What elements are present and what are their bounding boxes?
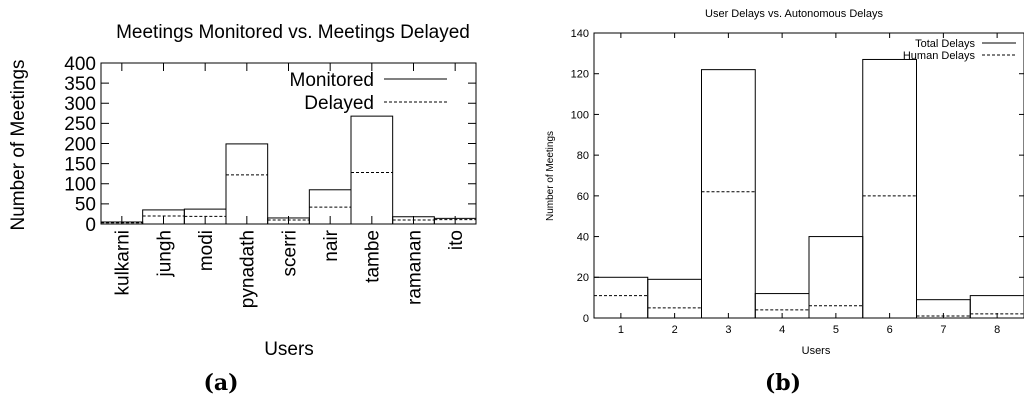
y-tick-label: 150 [64, 154, 96, 175]
x-tick-label-ito: ito [446, 230, 467, 250]
x-tick-label-8: 8 [994, 324, 1000, 336]
y-tick-label: 350 [64, 74, 96, 95]
y-tick-label: 100 [64, 175, 96, 196]
legend-label-total-delays: Total Delays [915, 38, 975, 50]
y-tick-label: 400 [64, 54, 96, 75]
x-tick-label-modi: modi [196, 230, 217, 271]
x-tick-label-pynadath: pynadath [238, 230, 259, 308]
bar-monitored-tambe [350, 115, 394, 225]
legend-label-human-delays: Human Delays [903, 50, 976, 62]
y-tick-label: 200 [64, 134, 96, 155]
y-tick-label: 300 [64, 94, 96, 115]
x-tick-label-4: 4 [779, 324, 785, 336]
chart-a-xlabel: Users [264, 339, 314, 360]
x-tick-label-kulkarni: kulkarni [113, 230, 134, 295]
chart-b-plot-frame [593, 32, 1024, 319]
bar-total-delays-3 [701, 69, 756, 319]
x-tick-label-nair: nair [321, 229, 342, 261]
x-tick-label-scerri: scerri [279, 230, 300, 276]
y-tick-label: 80 [577, 150, 589, 162]
chart-a-title: Meetings Monitored vs. Meetings Delayed [116, 22, 470, 43]
chart-b-title: User Delays vs. Autonomous Delays [705, 8, 883, 20]
y-tick-label: 250 [64, 114, 96, 135]
chart-a-plot-frame [100, 62, 477, 225]
chart-b-xlabel: Users [802, 345, 831, 357]
bar-monitored-pynadath [225, 143, 269, 225]
y-tick-label: 20 [577, 272, 589, 284]
x-tick-label-jungh: jungh [154, 230, 175, 278]
chart-a: Meetings Monitored vs. Meetings Delayed … [8, 22, 477, 396]
y-tick-label: 60 [577, 191, 589, 203]
chart-b-ylabel: Number of Meetings [545, 131, 556, 221]
y-tick-label: 0 [583, 313, 589, 325]
x-tick-label-ramanan: ramanan [404, 230, 425, 305]
x-tick-label-2: 2 [672, 324, 678, 336]
legend-label-monitored: Monitored [290, 70, 375, 91]
y-tick-label: 140 [571, 28, 589, 40]
bar-total-delays-2 [647, 278, 702, 319]
x-tick-label-6: 6 [887, 324, 893, 336]
chart-b-panel-label: (b) [765, 370, 801, 396]
x-tick-label-5: 5 [833, 324, 839, 336]
y-tick-label: 120 [571, 69, 589, 81]
legend-label-delayed: Delayed [304, 93, 374, 114]
x-tick-label-3: 3 [725, 324, 731, 336]
chart-a-panel-label: (a) [203, 370, 238, 396]
x-tick-label-7: 7 [940, 324, 946, 336]
bar-total-delays-1 [593, 276, 649, 319]
chart-a-ylabel: Number of Meetings [8, 59, 29, 230]
chart-a-legend: Monitored Delayed [290, 70, 447, 114]
x-tick-label-1: 1 [618, 324, 624, 336]
bar-total-delays-6 [862, 58, 917, 319]
y-tick-label: 40 [577, 232, 589, 244]
chart-b: User Delays vs. Autonomous Delays Number… [545, 8, 1024, 396]
x-tick-label-tambe: tambe [363, 230, 384, 283]
y-tick-label: 50 [75, 195, 96, 216]
y-tick-label: 100 [571, 109, 589, 121]
y-tick-label: 0 [85, 215, 96, 236]
chart-b-legend: Total Delays Human Delays [903, 38, 1016, 62]
